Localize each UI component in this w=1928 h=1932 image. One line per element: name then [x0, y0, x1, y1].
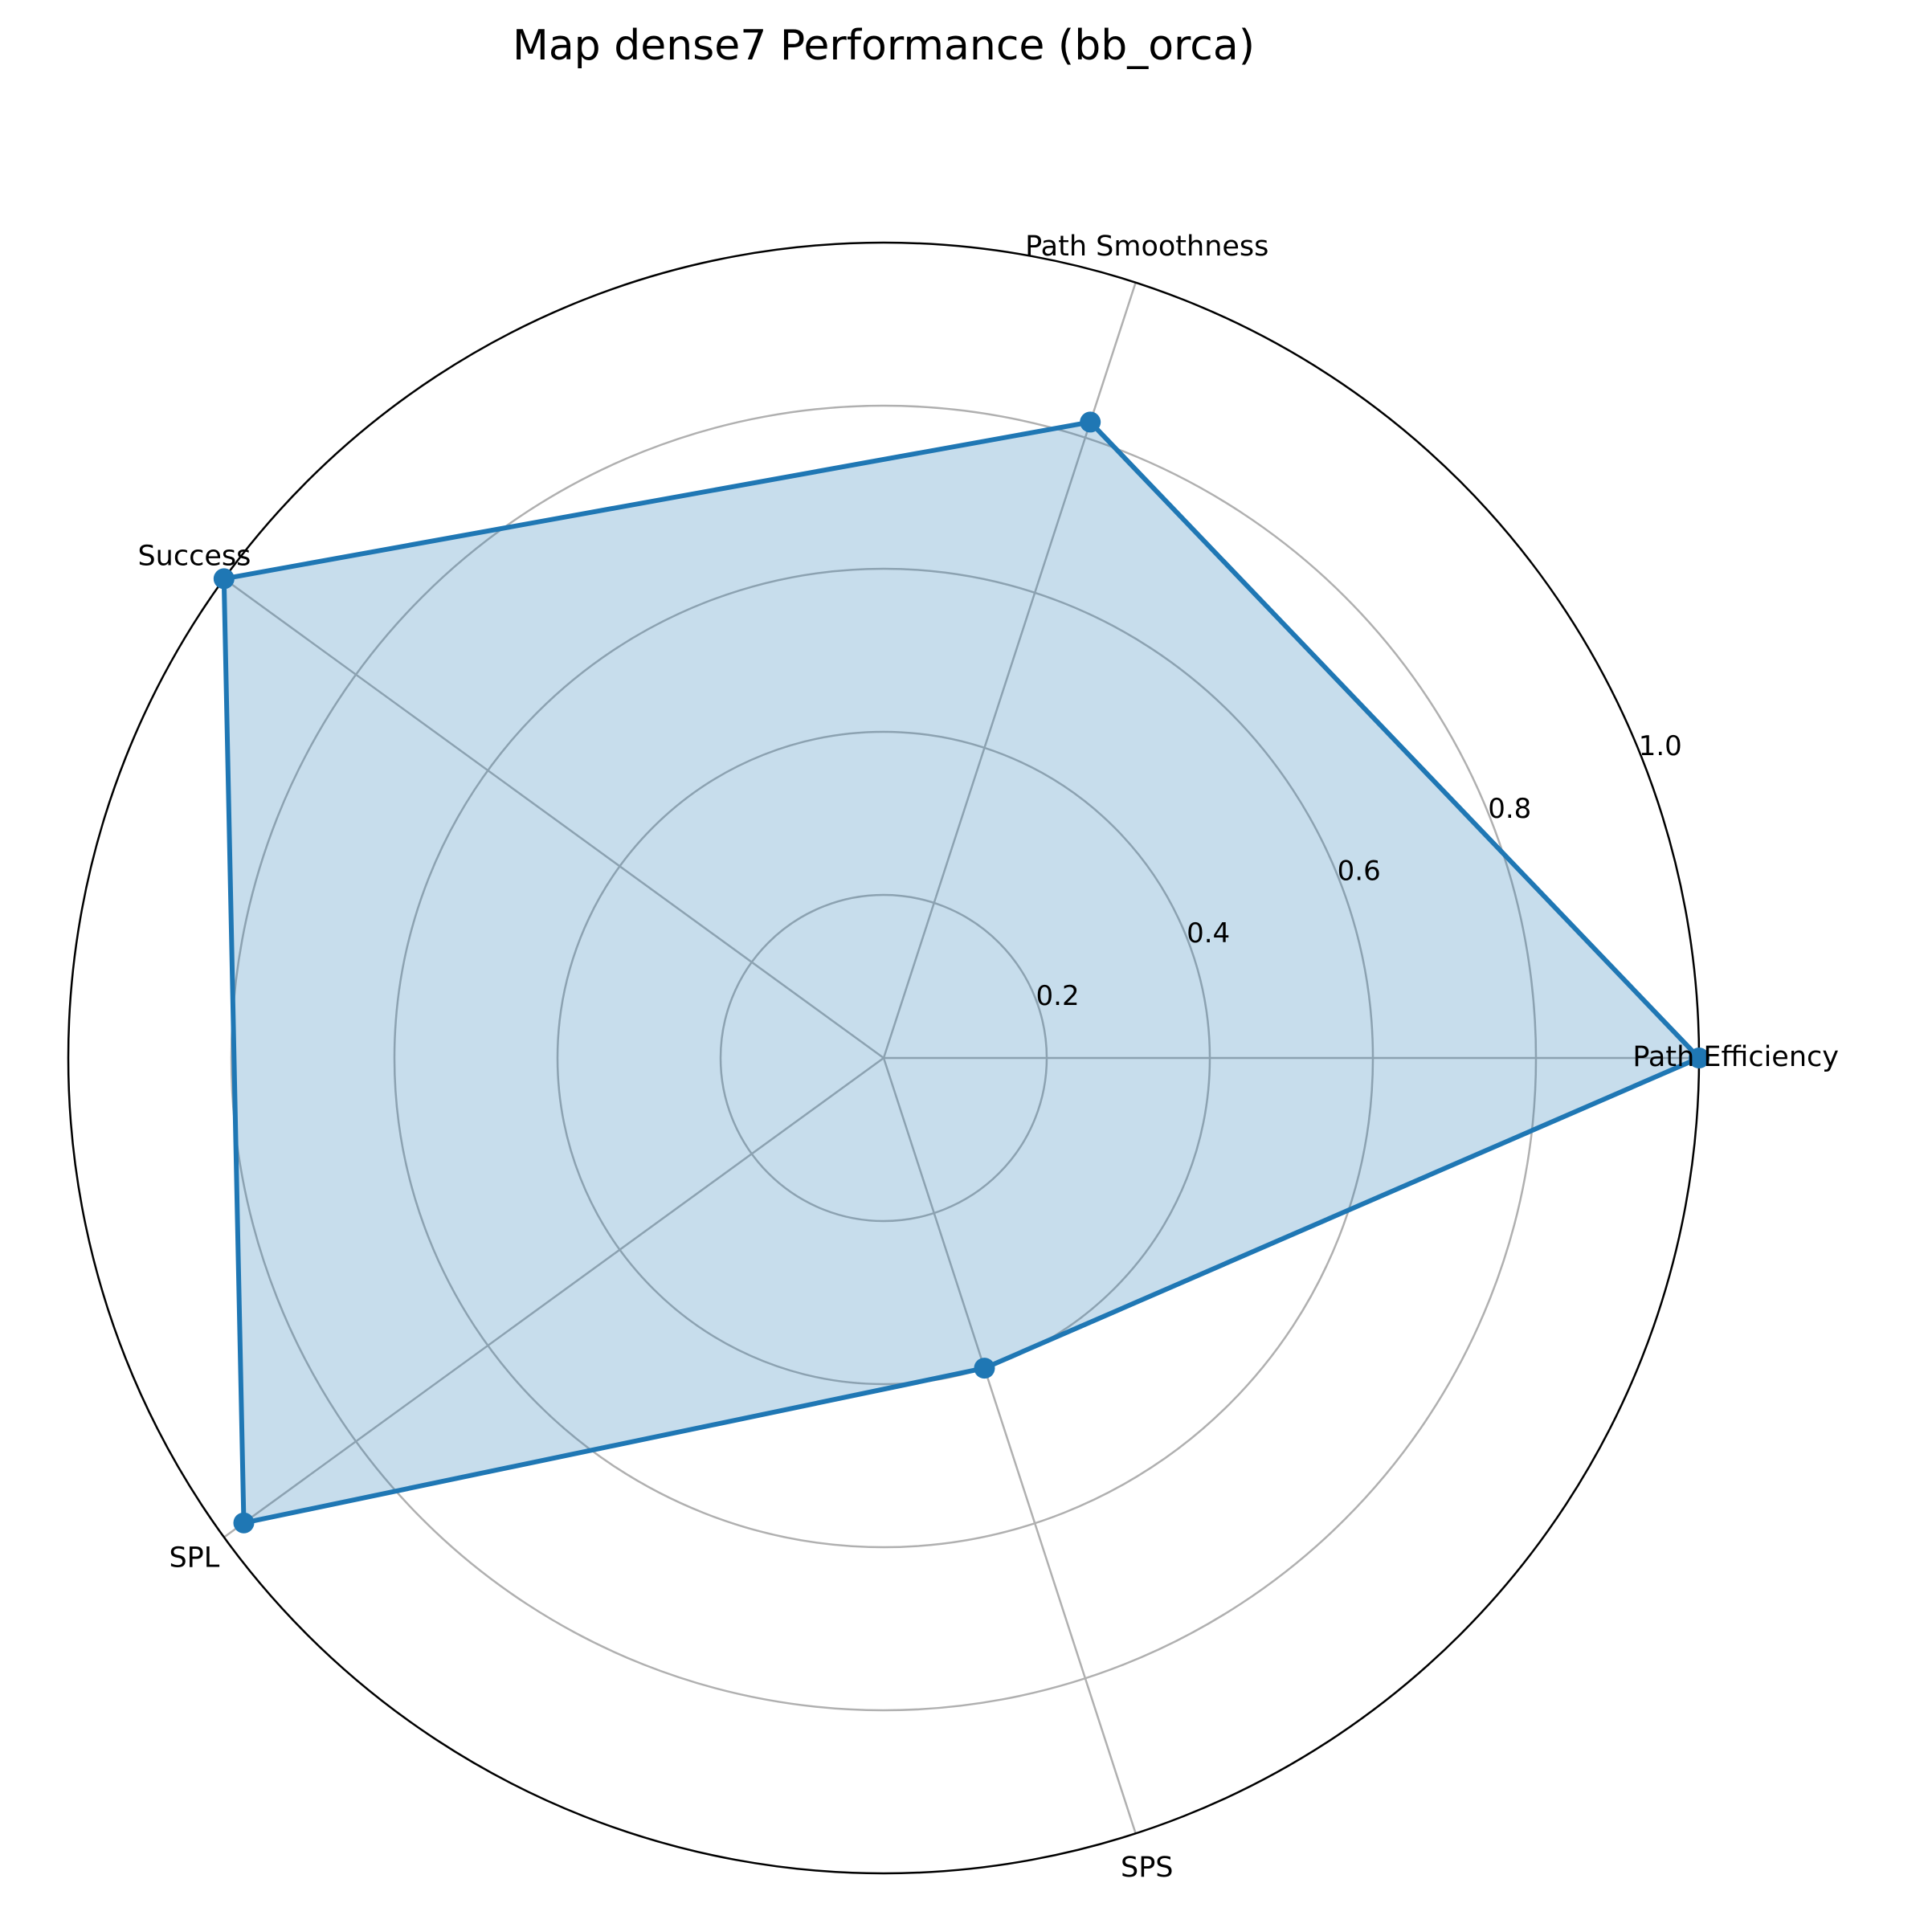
grid-layer	[67, 241, 1701, 1875]
series-area	[223, 422, 1699, 1523]
axis-label: Path Smoothness	[1025, 231, 1268, 263]
data-point	[1689, 1048, 1709, 1068]
radial-tick-label: 0.6	[1338, 855, 1381, 887]
radial-tick-label: 0.2	[1036, 980, 1080, 1012]
label-layer: 0.2 0.4 0.6 0.8 1.0 Path Efficiency Path Smoot…	[137, 231, 1839, 1884]
data-point	[974, 1358, 995, 1379]
data-point	[1080, 411, 1101, 433]
radial-tick-label: 0.4	[1187, 917, 1230, 950]
axis-spoke	[882, 1057, 1137, 1834]
series-line	[221, 419, 1701, 1526]
axis-label: Path Efficiency	[1632, 1041, 1839, 1073]
chart-title: Map dense7 Performance (bb_orca)	[513, 22, 1255, 70]
axis-label: SPL	[169, 1542, 219, 1574]
axis-spoke	[882, 282, 1137, 1059]
data-layer	[213, 411, 1709, 1534]
axis-label: Success	[137, 541, 251, 573]
radial-tick-label: 0.8	[1488, 793, 1531, 825]
axis-spoke	[223, 1056, 884, 1538]
radial-tick-label: 1.0	[1639, 730, 1682, 762]
data-point	[213, 568, 235, 590]
data-point	[233, 1512, 255, 1534]
axis-spoke	[223, 578, 884, 1060]
axis-label: SPS	[1121, 1852, 1174, 1884]
